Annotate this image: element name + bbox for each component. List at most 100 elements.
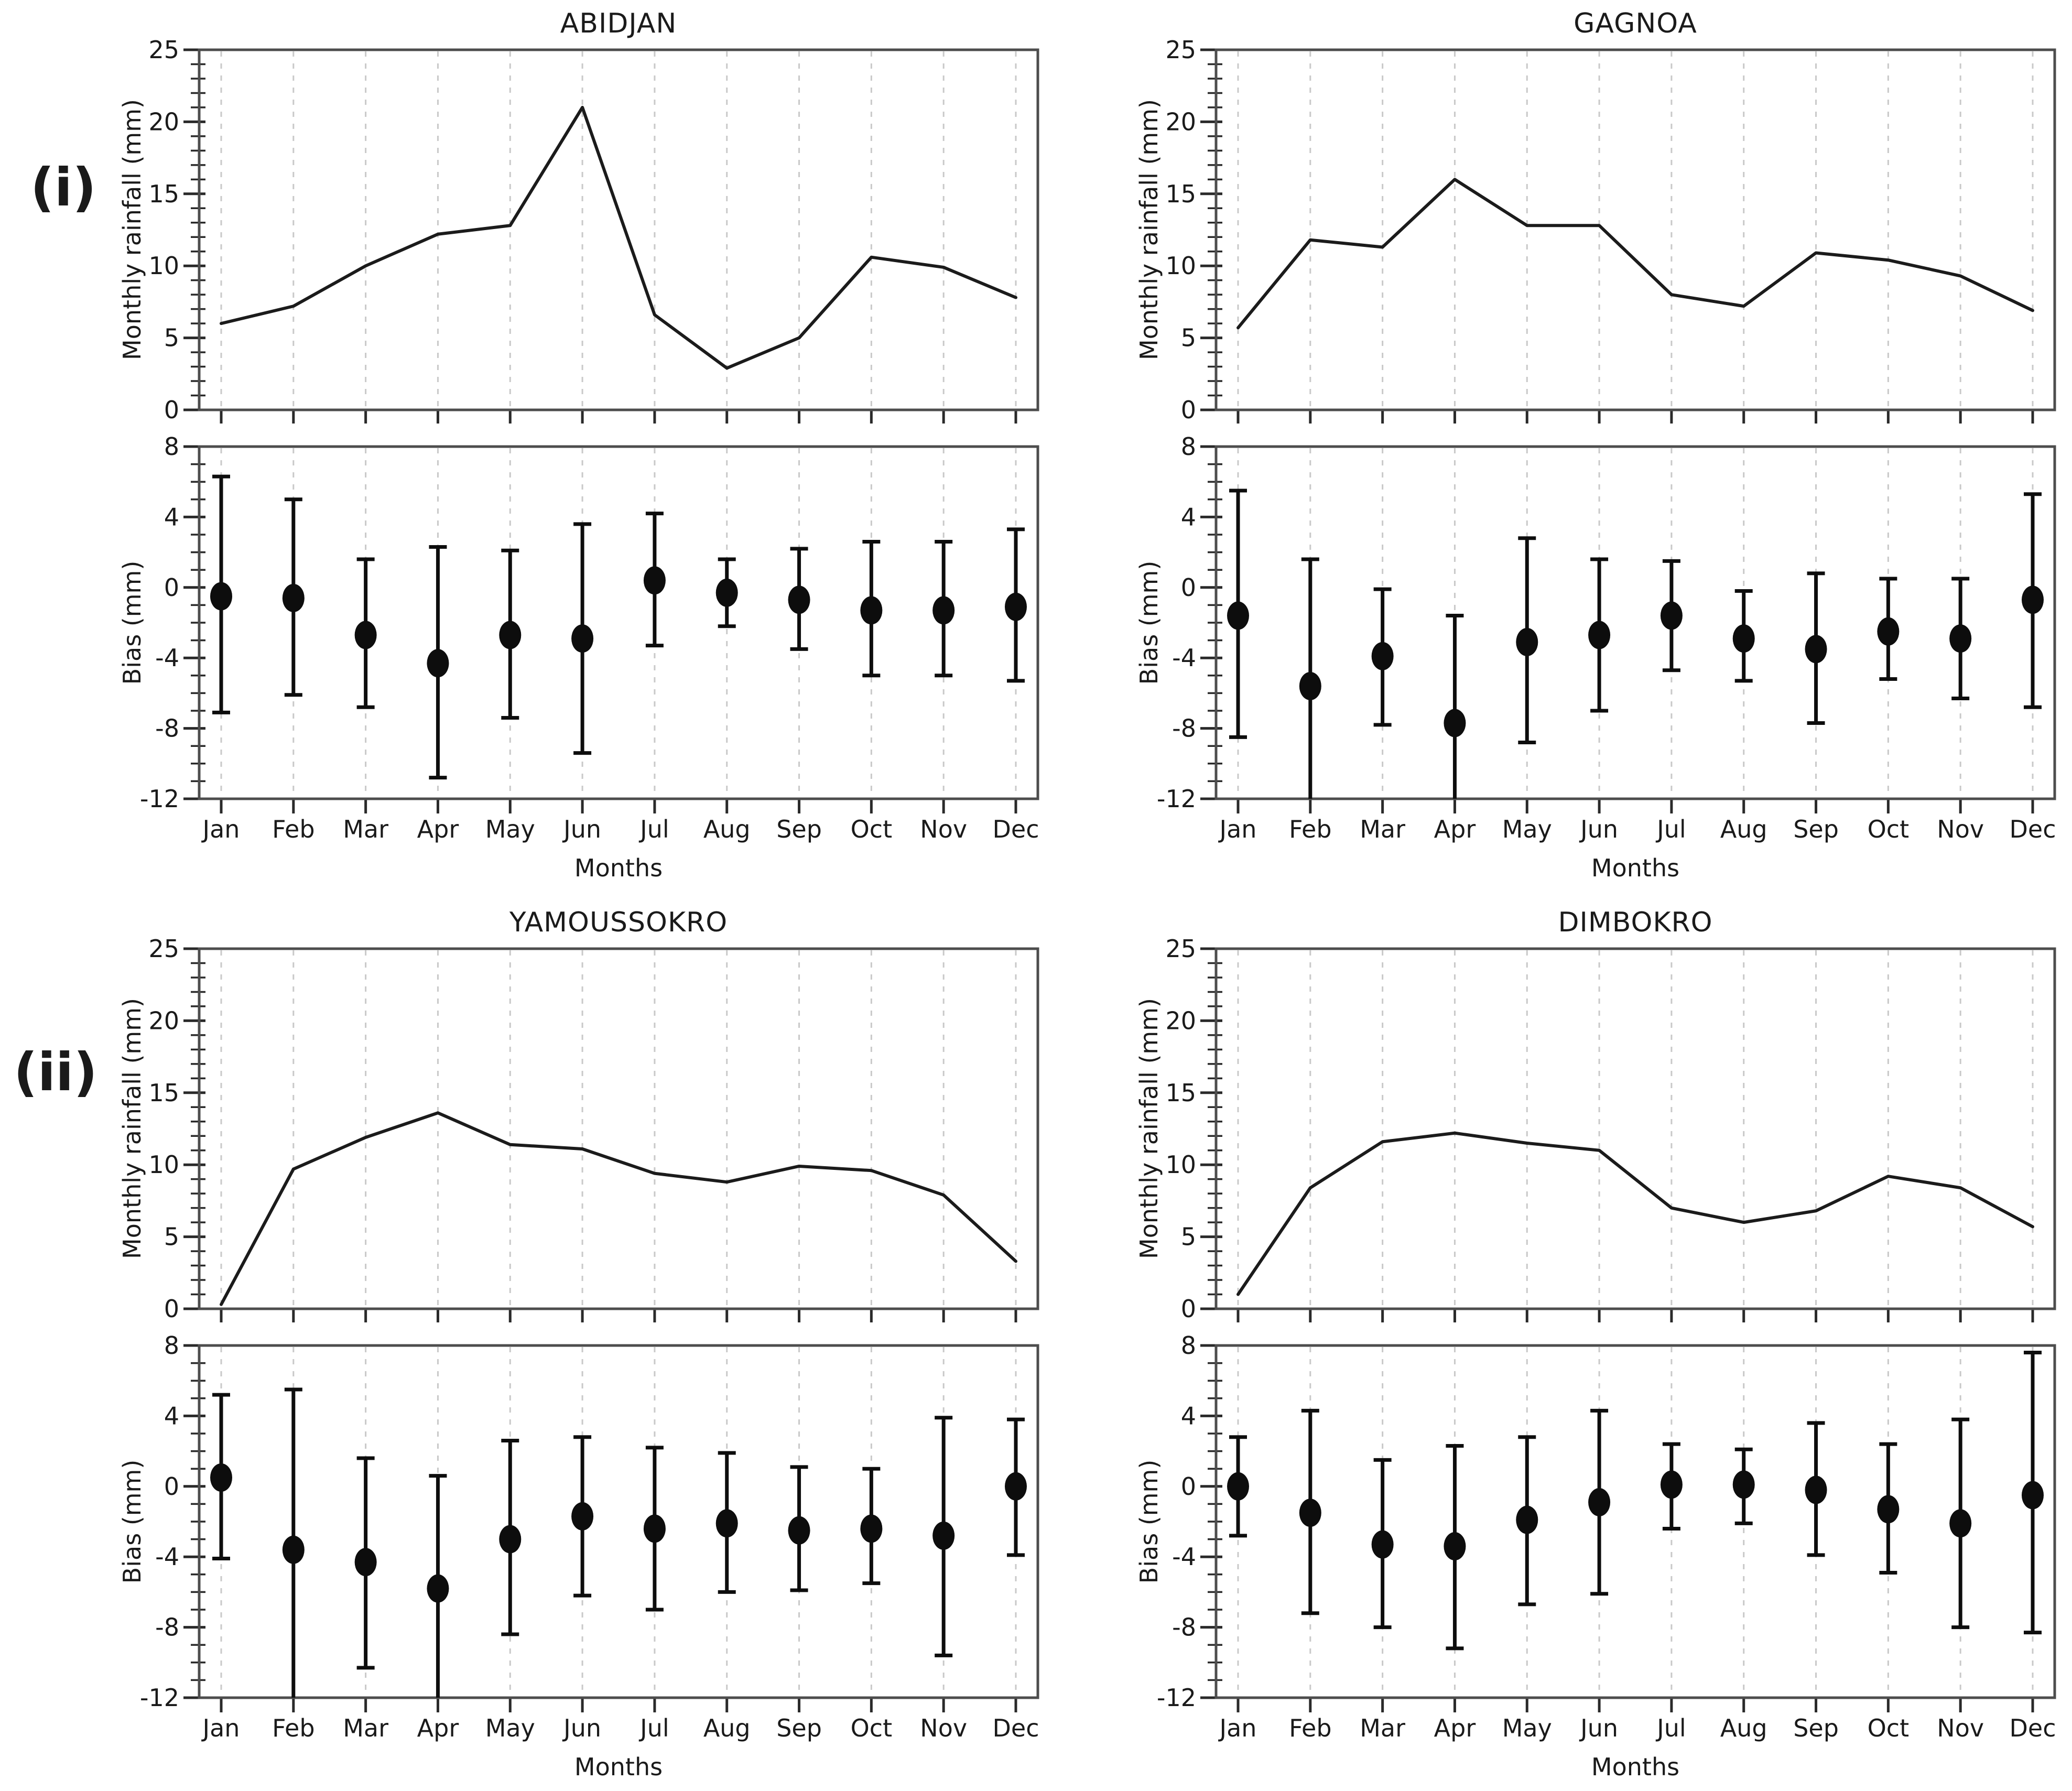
bias-marker (932, 1521, 955, 1550)
chart-title: YAMOUSSOKRO (509, 907, 728, 938)
error-bar (715, 1451, 738, 1594)
y-tick-label: 4 (1181, 503, 1196, 531)
month-label: Apr (1434, 815, 1476, 843)
month-label: Sep (1793, 815, 1839, 843)
error-bar (1005, 527, 1027, 683)
bias-marker (1805, 1475, 1827, 1504)
y-tick-label: 0 (164, 396, 179, 424)
y-tick-label: -8 (155, 1613, 179, 1642)
chart-title: DIMBOKRO (1558, 907, 1712, 938)
month-label: Jun (562, 815, 601, 843)
month-label: Aug (1720, 815, 1767, 843)
error-bar (427, 1474, 449, 1698)
month-label: Mar (343, 815, 388, 843)
bias-marker (1660, 1470, 1683, 1499)
month-label: Sep (776, 815, 822, 843)
bias-marker (1949, 1509, 1972, 1538)
bias-marker (427, 1574, 449, 1603)
error-bar (715, 557, 738, 628)
y-tick-label: 0 (1181, 396, 1196, 424)
bias-marker (1444, 709, 1466, 737)
y-tick-label: 10 (1165, 1150, 1196, 1179)
bias-marker (1299, 671, 1321, 700)
error-bar (1660, 559, 1683, 672)
y-axis-label-bias: Bias (mm) (1135, 1460, 1163, 1584)
error-bar (1371, 1458, 1394, 1630)
y-tick-label: 0 (164, 573, 179, 602)
rainfall-plot-frame (198, 947, 1039, 1310)
bias-marker (643, 566, 666, 595)
y-tick-label: 0 (1181, 1472, 1196, 1501)
error-bar (1444, 1444, 1466, 1651)
x-axis-label: Months (574, 854, 663, 882)
y-tick-label: 0 (164, 1472, 179, 1501)
month-label: Jun (1579, 815, 1618, 843)
bias-marker (571, 1502, 594, 1531)
month-label: Mar (1360, 815, 1405, 843)
bias-marker (2022, 585, 2044, 614)
chart-title: ABIDJAN (560, 8, 677, 39)
error-bar (1299, 1408, 1321, 1615)
month-label: Jun (562, 1714, 601, 1742)
error-bar (1516, 1435, 1538, 1607)
x-axis-label: Months (1591, 1753, 1679, 1781)
month-label: Jan (1218, 815, 1257, 843)
y-tick-label: 10 (1165, 252, 1196, 280)
month-label: Jan (201, 1714, 240, 1742)
error-bar (571, 522, 594, 755)
month-label: May (1502, 815, 1552, 843)
month-label: Nov (1937, 1714, 1984, 1742)
rainfall-line (1236, 178, 2034, 330)
month-label: Feb (1289, 815, 1331, 843)
month-label: Oct (1868, 1714, 1910, 1742)
bias-marker (932, 596, 955, 625)
error-bar (1732, 589, 1755, 683)
y-axis-label-bias: Bias (mm) (118, 561, 146, 685)
bias-marker (1371, 642, 1394, 670)
month-label: Mar (1360, 1714, 1405, 1742)
bias-marker (715, 578, 738, 607)
month-label: Dec (992, 815, 1039, 843)
month-label: Feb (1289, 1714, 1331, 1742)
y-tick-label: 20 (148, 1006, 179, 1035)
error-bar (1732, 1447, 1755, 1525)
error-bar (1444, 614, 1466, 799)
y-tick-label: -4 (1172, 1543, 1196, 1571)
bias-marker (1005, 592, 1027, 621)
month-label: Jul (638, 1714, 669, 1742)
y-tick-label: 0 (164, 1295, 179, 1323)
bias-marker (1588, 621, 1611, 649)
error-bar (1588, 557, 1611, 713)
bias-marker (210, 1463, 232, 1492)
bias-marker (788, 585, 810, 614)
month-label: Jul (1655, 1714, 1686, 1742)
error-bar (643, 512, 666, 648)
y-axis-label-rainfall: Monthly rainfall (mm) (118, 998, 146, 1259)
x-axis-label: Months (1591, 854, 1679, 882)
bias-marker (282, 1535, 305, 1564)
month-label: Jul (638, 815, 669, 843)
y-tick-label: 4 (164, 1402, 179, 1430)
error-bar (1227, 489, 1249, 739)
month-label: May (1502, 1714, 1552, 1742)
bias-marker (1227, 601, 1249, 630)
error-bar (1877, 577, 1900, 681)
y-tick-label: 25 (1165, 36, 1196, 64)
month-label: Aug (703, 1714, 751, 1742)
panel-dimbokro: 0 5 10 15 20 25 -12 -8 -4 0 4 8 Jan Feb Mar Apr May Jun Ju… (1157, 935, 2056, 1742)
y-tick-label: 0 (1181, 573, 1196, 602)
error-bar (1805, 571, 1827, 725)
bias-marker (571, 624, 594, 653)
bias-marker (1444, 1532, 1466, 1561)
y-tick-label: -12 (140, 1684, 179, 1712)
error-bar (354, 1456, 377, 1670)
bias-marker (1005, 1472, 1027, 1501)
y-tick-label: 15 (148, 180, 179, 208)
month-label: Oct (851, 1714, 893, 1742)
bias-marker (1805, 635, 1827, 664)
bias-marker (1660, 601, 1683, 630)
bias-plot-frame (1214, 445, 2056, 800)
y-tick-label: 25 (148, 935, 179, 963)
panel-abidjan: 0 5 10 15 20 25 -12 -8 -4 0 4 8 Jan Feb Mar Apr May Jun Ju… (140, 36, 1039, 843)
y-axis-label-bias: Bias (mm) (1135, 561, 1163, 685)
